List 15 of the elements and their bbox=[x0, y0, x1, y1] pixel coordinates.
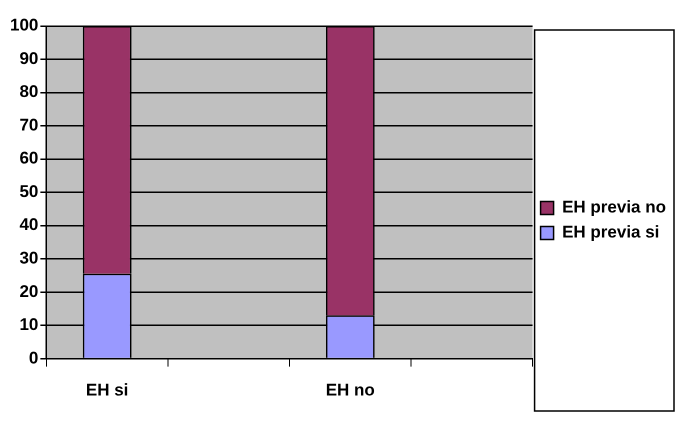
y-tick-label: 100 bbox=[10, 16, 38, 35]
y-tick-label: 90 bbox=[19, 48, 38, 68]
y-tick-label: 50 bbox=[19, 182, 38, 201]
y-tick-label: 10 bbox=[19, 315, 38, 334]
y-tick-label: 80 bbox=[19, 82, 38, 102]
y-tick-label: 30 bbox=[19, 248, 38, 268]
y-tick-label: 40 bbox=[19, 215, 38, 234]
x-tick-label: EH no bbox=[326, 380, 375, 400]
legend-label: EH previa no bbox=[562, 198, 666, 217]
y-tick-label: 60 bbox=[19, 148, 38, 168]
y-tick-label: 70 bbox=[19, 115, 38, 134]
legend-label: EH previa si bbox=[562, 222, 660, 242]
y-tick-label: 20 bbox=[19, 282, 38, 301]
y-tick-label: 0 bbox=[28, 348, 38, 368]
x-tick-label: EH si bbox=[86, 380, 128, 400]
